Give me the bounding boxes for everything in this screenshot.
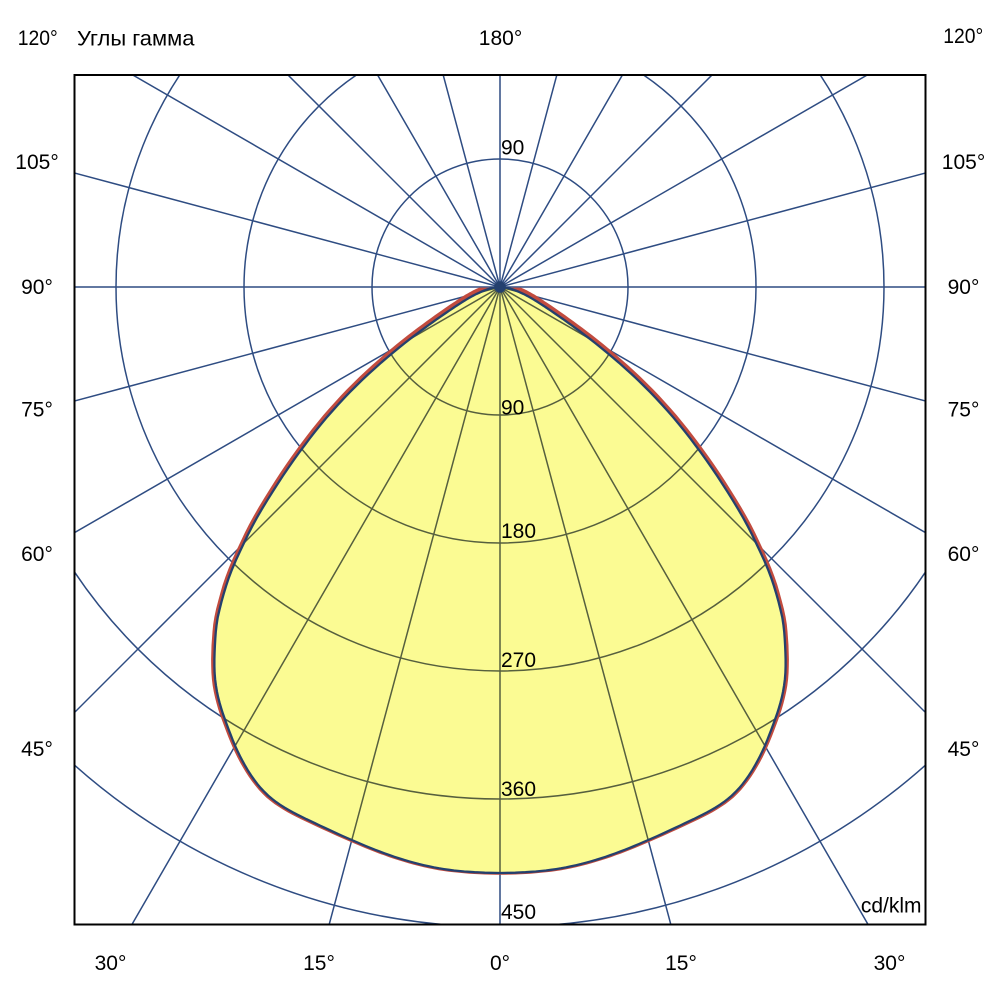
svg-text:270: 270 [501, 649, 536, 672]
svg-text:180: 180 [501, 520, 536, 543]
svg-text:180°: 180° [479, 27, 522, 50]
svg-text:120°: 120° [18, 27, 58, 50]
svg-text:90°: 90° [21, 276, 53, 299]
svg-text:30°: 30° [95, 952, 127, 975]
svg-text:120°: 120° [943, 25, 983, 48]
svg-text:15°: 15° [665, 952, 697, 975]
svg-text:105°: 105° [15, 151, 58, 174]
svg-text:Углы гамма: Углы гамма [77, 28, 195, 51]
svg-text:60°: 60° [948, 543, 980, 566]
svg-text:360: 360 [501, 778, 536, 801]
svg-text:75°: 75° [948, 399, 980, 422]
svg-text:75°: 75° [21, 399, 53, 422]
svg-text:0°: 0° [490, 952, 510, 975]
svg-text:105°: 105° [942, 151, 985, 174]
svg-text:90: 90 [501, 137, 524, 160]
svg-text:45°: 45° [21, 738, 53, 761]
svg-text:cd/klm: cd/klm [861, 895, 922, 918]
svg-text:15°: 15° [303, 952, 335, 975]
svg-text:30°: 30° [874, 952, 906, 975]
svg-text:90°: 90° [948, 276, 980, 299]
svg-text:45°: 45° [948, 738, 980, 761]
svg-text:60°: 60° [21, 543, 53, 566]
svg-text:90: 90 [501, 397, 524, 420]
svg-text:450: 450 [501, 901, 536, 924]
